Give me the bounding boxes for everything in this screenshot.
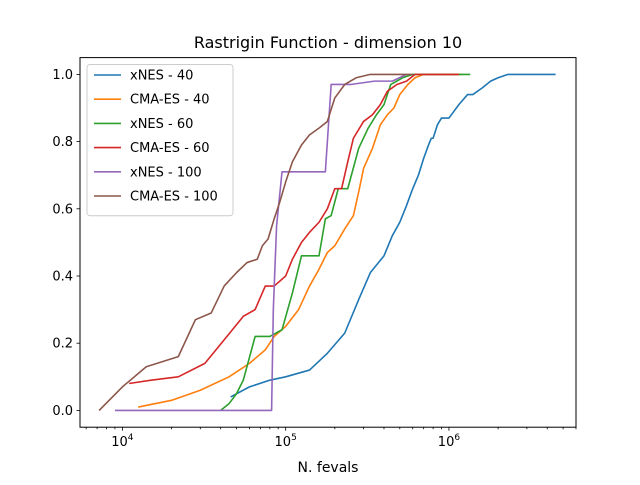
x-tick-base: 10 (438, 435, 455, 450)
series-line-2 (138, 73, 462, 408)
y-tick-label: 0.6 (52, 202, 73, 217)
legend-label: CMA-ES - 100 (130, 190, 218, 205)
chart-title: Rastrigin Function - dimension 10 (194, 33, 462, 52)
y-tick-label: 1.0 (52, 68, 73, 83)
y-tick-label: 0.0 (52, 404, 73, 419)
legend-label: xNES - 100 (130, 165, 202, 180)
x-tick-label: 105 (275, 433, 297, 450)
x-tick-label: 106 (438, 433, 461, 450)
series-line-5 (114, 73, 407, 412)
legend-label: xNES - 40 (130, 69, 193, 84)
legend-box (86, 64, 234, 217)
legend-label: xNES - 60 (130, 117, 193, 132)
y-tick-label: 0.4 (52, 270, 73, 285)
series-layer (98, 73, 556, 412)
y-tick-label: 0.8 (52, 135, 73, 150)
y-tick-label: 0.2 (52, 337, 73, 352)
legend-label: CMA-ES - 60 (130, 141, 210, 156)
series-line-6 (98, 73, 413, 411)
x-tick-base: 10 (275, 435, 292, 450)
plot-frame (79, 57, 577, 428)
series-line-3 (220, 73, 471, 412)
series-line-1 (230, 73, 556, 398)
series-line-4 (129, 73, 459, 385)
x-tick-exponent: 4 (128, 433, 134, 443)
x-tick-exponent: 5 (291, 433, 297, 443)
x-axis-label: N. fevals (298, 460, 359, 476)
legend-label: CMA-ES - 40 (130, 93, 210, 108)
x-tick-exponent: 6 (454, 433, 460, 443)
legend: xNES - 40 CMA-ES - 40 xNES - 60 CMA-ES - 60… (86, 64, 234, 217)
x-tick-base: 10 (111, 435, 128, 450)
x-tick-label: 104 (111, 433, 134, 450)
